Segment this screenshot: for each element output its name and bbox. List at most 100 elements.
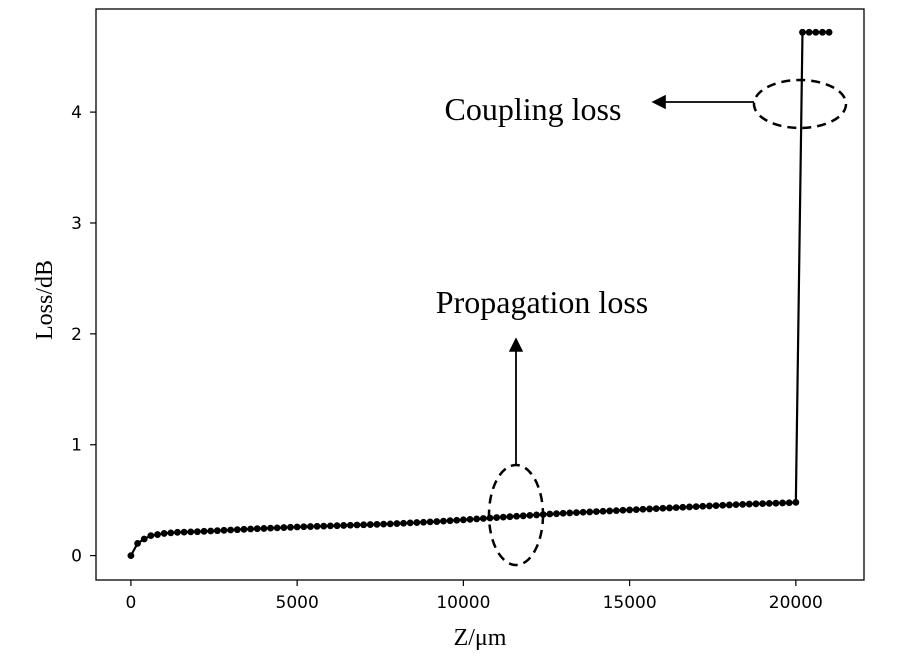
data-point <box>626 506 634 514</box>
data-point <box>260 525 268 532</box>
data-point <box>400 519 407 527</box>
data-point <box>546 510 554 518</box>
data-point <box>213 527 221 535</box>
data-point <box>194 528 201 536</box>
data-point <box>267 524 274 532</box>
data-point <box>479 515 487 522</box>
data-point <box>573 509 580 516</box>
data-point <box>280 524 288 531</box>
data-point <box>300 523 308 531</box>
plot-frame <box>95 8 865 581</box>
data-point <box>134 540 141 547</box>
data-point <box>805 28 813 36</box>
data-point <box>426 518 434 526</box>
data-point <box>599 507 607 515</box>
data-point <box>393 520 401 527</box>
data-point <box>386 520 394 528</box>
x-axis-ticks: 0 5000 10000 15000 20000 <box>125 580 823 613</box>
data-point <box>666 504 673 512</box>
data-point <box>712 502 720 510</box>
data-point <box>187 528 195 536</box>
data-point <box>772 499 780 507</box>
data-point <box>346 521 354 529</box>
data-point <box>739 500 747 508</box>
data-point <box>632 506 640 513</box>
data-point <box>792 498 800 506</box>
data-point <box>380 520 387 528</box>
data-point <box>672 504 680 511</box>
data-point <box>732 501 740 509</box>
data-point <box>453 516 461 524</box>
data-point <box>473 515 481 523</box>
data-point <box>459 516 467 524</box>
data-point <box>200 527 208 535</box>
x-tick-label: 10000 <box>436 593 490 613</box>
data-point <box>692 503 700 511</box>
data-point <box>619 506 627 514</box>
data-point <box>812 28 820 36</box>
data-point <box>652 505 660 512</box>
y-axis-label: Loss/dB <box>32 260 58 340</box>
data-point <box>180 528 188 536</box>
data-point <box>553 510 560 518</box>
y-tick-label: 0 <box>71 547 82 567</box>
coupling-loss-label: Coupling loss <box>445 91 622 127</box>
data-point <box>533 511 540 519</box>
data-point <box>446 517 454 525</box>
data-point <box>227 526 235 534</box>
data-point <box>745 500 753 508</box>
data-point <box>273 524 281 532</box>
data-point <box>586 508 594 516</box>
data-point <box>147 532 155 540</box>
x-tick-label: 20000 <box>769 593 823 613</box>
data-point <box>579 508 587 516</box>
data-point <box>320 522 328 530</box>
data-point <box>706 502 713 510</box>
y-tick-label: 4 <box>71 103 82 123</box>
data-point <box>799 28 806 36</box>
data-point <box>293 523 301 531</box>
data-point <box>606 507 614 515</box>
data-point <box>127 552 135 560</box>
data-point <box>233 526 241 534</box>
plot-area-border <box>95 8 865 581</box>
x-tick-label: 5000 <box>276 593 319 613</box>
data-point <box>140 535 148 543</box>
data-point <box>646 505 653 513</box>
data-point <box>307 523 314 530</box>
data-point <box>819 28 826 36</box>
data-point <box>752 500 760 508</box>
data-point <box>326 522 334 530</box>
propagation-loss-label: Propagation loss <box>436 284 648 320</box>
y-axis-ticks: 0 1 2 3 4 <box>71 103 96 567</box>
data-point <box>253 525 261 533</box>
propagation-loss-ellipse <box>487 463 545 567</box>
data-point <box>240 525 248 533</box>
data-point <box>353 521 361 529</box>
data-point <box>333 522 341 530</box>
y-tick-label: 2 <box>71 325 82 345</box>
y-tick-label: 1 <box>71 436 82 456</box>
data-point <box>513 512 520 520</box>
x-tick-label: 15000 <box>603 593 657 613</box>
coupling-loss-ellipse <box>752 78 848 130</box>
data-point <box>499 513 507 521</box>
data-point <box>639 505 647 513</box>
data-point <box>719 501 727 509</box>
data-point <box>679 503 687 511</box>
data-point <box>360 521 368 529</box>
data-point <box>247 525 254 533</box>
data-point <box>825 28 833 36</box>
series-loss <box>127 28 833 560</box>
data-point <box>313 522 321 530</box>
data-point <box>779 499 786 507</box>
data-point <box>785 499 793 507</box>
y-tick-label: 3 <box>71 214 82 234</box>
data-point <box>559 509 567 517</box>
data-point <box>526 511 534 519</box>
data-point <box>725 501 733 509</box>
data-point <box>759 500 766 508</box>
data-point <box>699 502 707 510</box>
data-point <box>659 504 667 512</box>
